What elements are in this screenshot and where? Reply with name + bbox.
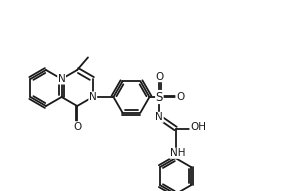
- Text: O: O: [176, 92, 184, 102]
- Text: N: N: [58, 74, 65, 84]
- Text: O: O: [73, 122, 81, 132]
- Text: N: N: [156, 112, 163, 122]
- Text: NH: NH: [170, 148, 185, 158]
- Text: N: N: [89, 92, 97, 102]
- Text: OH: OH: [190, 122, 206, 133]
- Text: O: O: [155, 72, 164, 82]
- Text: S: S: [156, 91, 163, 104]
